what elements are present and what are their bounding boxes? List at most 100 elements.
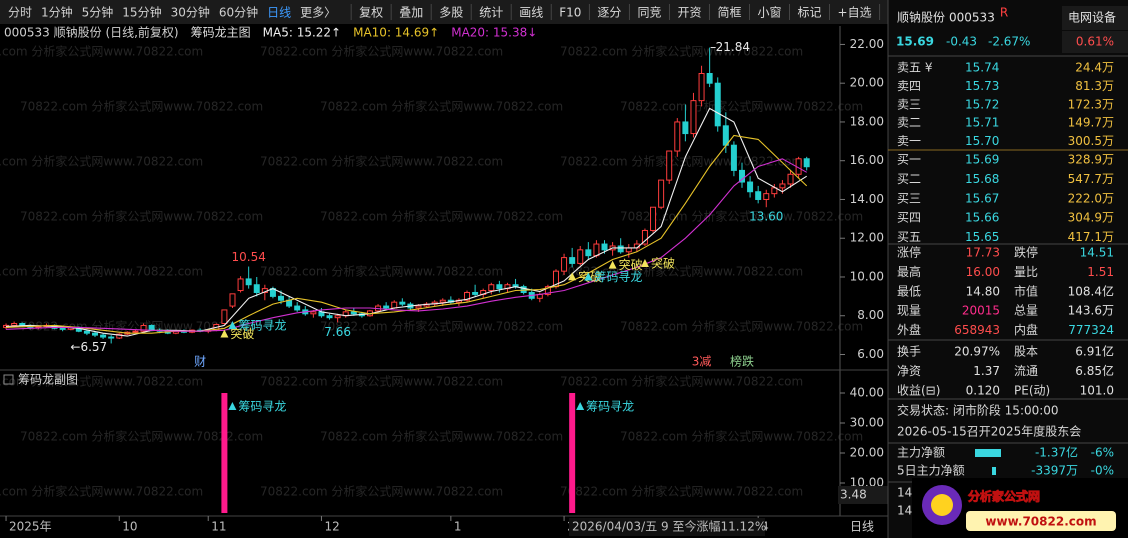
stock-name: 顺钠股份 [897, 10, 945, 25]
candle-body [100, 334, 107, 338]
candle-body [658, 179, 665, 208]
stat-value: 17.73 [966, 246, 1000, 260]
period-tab[interactable]: 日线 [267, 6, 291, 20]
tool-button[interactable]: +自选 [838, 6, 872, 20]
tool-button[interactable]: 同竞 [637, 6, 661, 20]
watermark: 70822.com 分析家公式网www.70822.com [260, 264, 503, 279]
x-tick-label: 1 [454, 520, 462, 534]
legend-entry: MA10: 14.69↑ [353, 26, 439, 40]
candle-body [464, 291, 471, 301]
tool-button[interactable]: 简框 [717, 6, 741, 20]
y-tick-label: 16.00 [850, 153, 884, 167]
book-volume: 300.5万 [1068, 134, 1114, 148]
book-volume: 304.9万 [1068, 211, 1114, 225]
stat-label: 总量 [1014, 304, 1038, 318]
signal-label: 突破 [230, 326, 254, 341]
tool-button[interactable]: 开资 [677, 6, 701, 20]
stat-value: 658943 [954, 323, 1000, 337]
event-tag: 3减 [692, 355, 712, 369]
x-tick-label: 10 [122, 520, 137, 534]
tool-button[interactable]: 统计 [479, 6, 503, 20]
candle-body [221, 309, 228, 324]
candle-body [108, 336, 115, 339]
book-price: 15.67 [965, 191, 999, 205]
legend-entry: MA5: 15.22↑ [263, 26, 341, 40]
period-tab[interactable]: 1分钟 [41, 5, 73, 20]
stat-value: 1.51 [1087, 265, 1114, 279]
signal-label: 筹码寻龙 [238, 318, 286, 332]
candle-body [730, 144, 737, 171]
stat-value: 14.80 [966, 284, 1000, 298]
watermark: 70822.com 分析家公式网www.70822.com [620, 429, 863, 444]
candle-body [383, 305, 390, 309]
signal-arrow [640, 258, 649, 267]
candle-body [698, 73, 705, 102]
candle-body [439, 299, 446, 303]
bar [221, 393, 228, 513]
watermark: 70822.com 分析家公式网www.70822.com [260, 44, 503, 59]
book-label: 买三 [897, 191, 921, 205]
stat-value: 101.0 [1080, 383, 1114, 397]
book-price: 15.72 [965, 97, 999, 111]
watermark: 70822.com 分析家公式网www.70822.com [320, 209, 563, 224]
legend-swatch [3, 374, 14, 385]
watermark: 70822.com 分析家公式网www.70822.com [20, 209, 263, 224]
candle-body [488, 284, 495, 292]
watermark: 70822.com 分析家公式网www.70822.com [560, 264, 803, 279]
tool-button[interactable]: 复权 [359, 6, 383, 20]
extreme-label: 21.84 [716, 40, 750, 54]
legend-entry: MA20: 15.38↓ [451, 26, 537, 40]
candle-body [577, 249, 584, 264]
candle-body [334, 315, 341, 319]
tool-button[interactable]: F10 [559, 6, 581, 20]
book-price: 15.68 [965, 172, 999, 186]
logo-url-box [966, 511, 1116, 531]
signal-arrow [228, 320, 237, 329]
tool-button[interactable]: 标记 [798, 6, 822, 20]
period-tab[interactable]: 30分钟 [171, 5, 210, 20]
period-tab[interactable]: 5分钟 [82, 5, 114, 20]
stat-value: 16.00 [966, 265, 1000, 279]
event-tag: 财 [194, 355, 206, 369]
watermark: 70822.com 分析家公式网www.70822.com [0, 154, 203, 169]
book-price: 15.73 [965, 79, 999, 93]
candle-body [779, 183, 786, 189]
candle-body [690, 100, 697, 135]
watermark: 70822.com 分析家公式网www.70822.com [620, 99, 863, 114]
period-tab[interactable]: 60分钟 [219, 5, 258, 20]
book-price: 15.71 [965, 116, 999, 130]
stat-value: 143.6万 [1068, 304, 1114, 318]
tool-button[interactable]: 叠加 [399, 6, 423, 20]
book-label: 卖四 [897, 79, 921, 93]
candle-body [350, 311, 357, 315]
period-tab[interactable]: 15分钟 [122, 5, 161, 20]
logo-icon [931, 494, 953, 516]
bar [569, 393, 576, 513]
stat-label: 换手 [897, 345, 921, 359]
extreme-label: ←6.57 [70, 340, 107, 354]
stat-value: 777324 [1068, 323, 1114, 337]
logo-name: 分析家公式网 [968, 489, 1040, 504]
signal-arrow [220, 329, 229, 338]
tool-button[interactable]: 逐分 [597, 6, 621, 20]
tool-button[interactable]: 小窗 [757, 6, 781, 20]
book-price: 15.66 [965, 211, 999, 225]
signal-label: 筹码寻龙 [594, 270, 642, 284]
stat-label: 外盘 [897, 322, 921, 337]
period-tab[interactable]: 更多〉 [300, 6, 336, 20]
book-label: 卖二 [897, 116, 921, 130]
status-line: 交易状态: 闭市阶段 15:00:00 [897, 403, 1059, 418]
candle-body [294, 305, 301, 311]
flow-label: 5日主力净额 [897, 464, 965, 478]
tick-time: 14: [897, 504, 916, 518]
period-tab[interactable]: 分时 [8, 6, 32, 20]
candle-body [569, 257, 576, 264]
tool-button[interactable]: 画线 [519, 6, 543, 20]
stat-label: PE(动) [1014, 383, 1050, 397]
price-change: -0.43 [946, 35, 977, 49]
flow-value: -3397万 [1031, 464, 1078, 478]
candle-body [787, 173, 794, 185]
tool-button[interactable]: 多股 [439, 6, 463, 20]
y-tick-label: 12.00 [850, 231, 884, 245]
